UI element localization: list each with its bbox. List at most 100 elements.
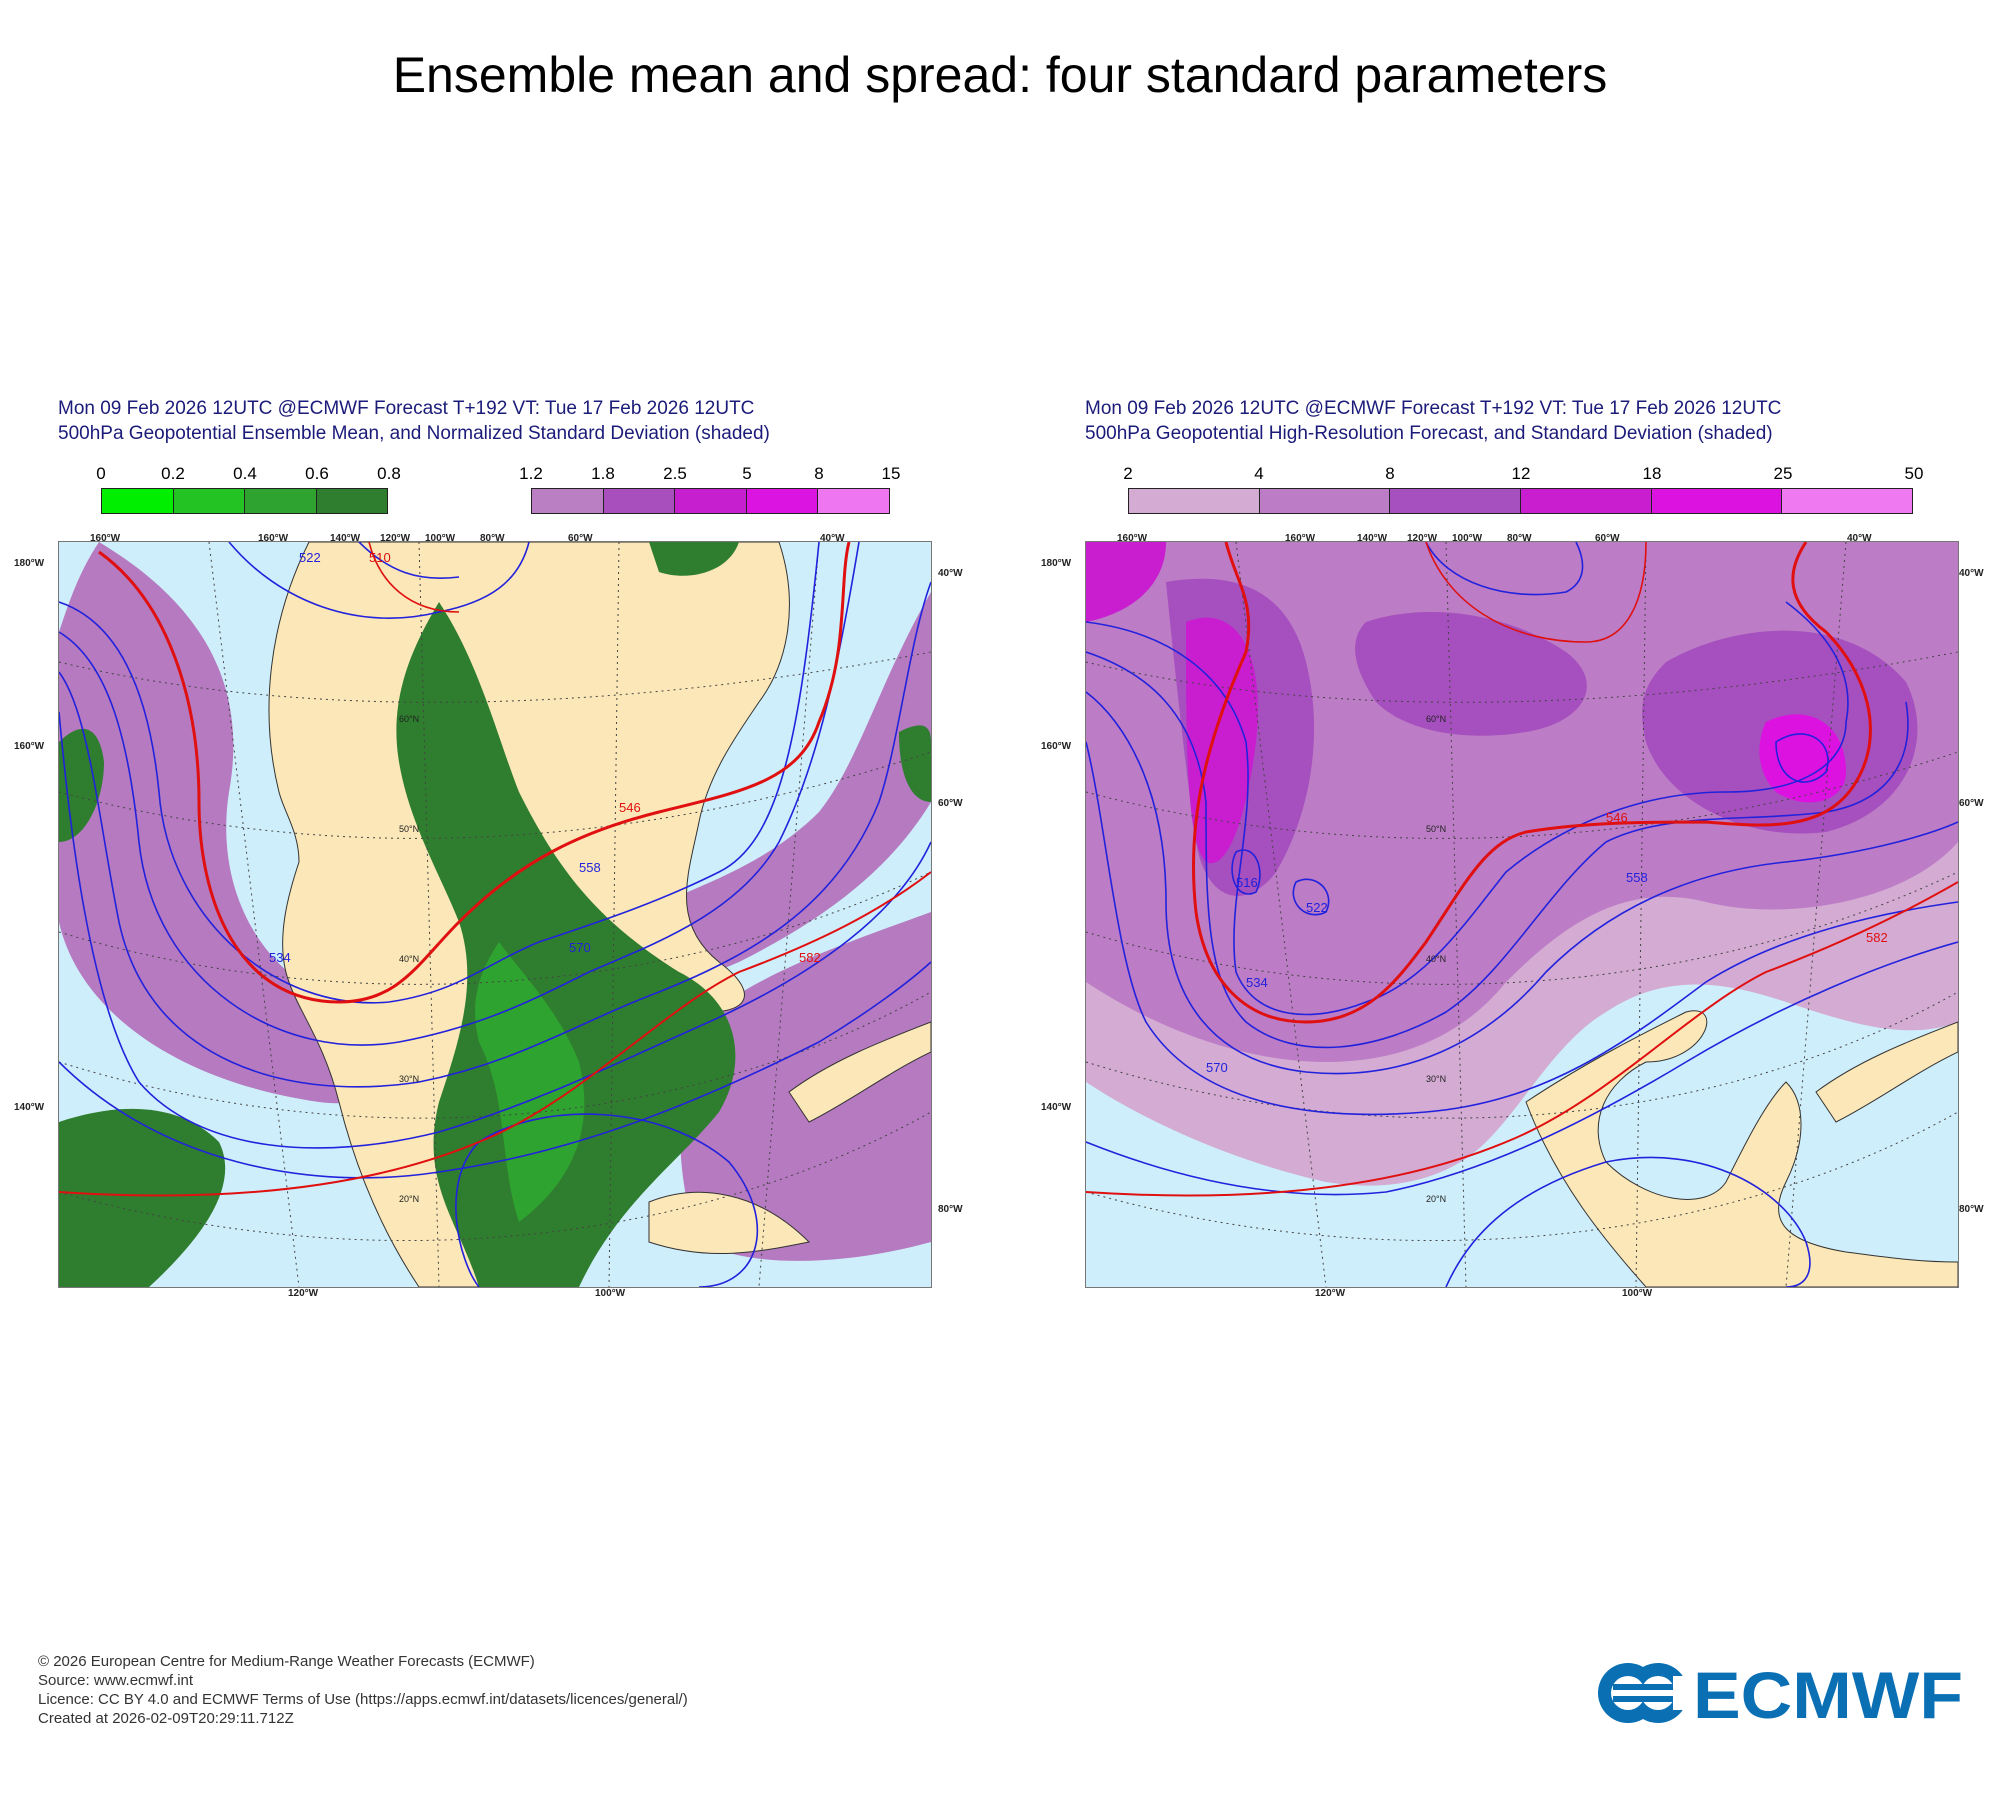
lon-label: 160°W xyxy=(90,533,121,544)
lon-label: 160°W xyxy=(1285,533,1316,544)
legend-swatch xyxy=(102,489,174,513)
contour-line xyxy=(1086,691,1958,1075)
page-title: Ensemble mean and spread: four standard … xyxy=(392,47,1608,103)
lon-label: 120°W xyxy=(380,533,411,544)
meridian-line xyxy=(608,542,620,1287)
meridian-line xyxy=(1785,542,1847,1287)
lon-label: 80°W xyxy=(1507,533,1532,544)
lon-label: 120°W xyxy=(288,1288,319,1299)
meridian-line xyxy=(758,542,820,1287)
lon-label: 40°W xyxy=(1847,533,1872,544)
contour-label: 558 xyxy=(1626,870,1648,885)
latitude-label: 60°N xyxy=(399,714,419,724)
lon-label: 120°W xyxy=(1315,1288,1346,1299)
normalized-sd-purple-legend: 1.2 1.8 2.5 5 8 15 xyxy=(519,464,900,514)
legend-tick: 4 xyxy=(1254,464,1264,483)
latitude-label: 60°N xyxy=(1426,714,1446,724)
spread-shading xyxy=(1355,612,1587,736)
contour-line xyxy=(1445,1156,1811,1287)
contour-line xyxy=(1425,542,1647,643)
contour-label: 522 xyxy=(1306,900,1328,915)
contour-line-582 xyxy=(59,871,931,1197)
land-cuba xyxy=(1815,1021,1958,1123)
legend-tick: 50 xyxy=(1904,464,1924,483)
contour-line xyxy=(1086,601,1849,1016)
latitude-label: 40°N xyxy=(1426,954,1446,964)
legend-swatch xyxy=(532,489,604,513)
legend-tick: 0 xyxy=(96,464,106,483)
latitude-label: 30°N xyxy=(1426,1074,1446,1084)
ensemble-mean-panel: Mon 09 Feb 2026 12UTC @ECMWF Forecast T+… xyxy=(14,396,963,1302)
legend-swatch xyxy=(603,489,676,513)
legend-tick: 15 xyxy=(881,464,901,483)
low-spread-shading xyxy=(59,1108,226,1287)
ecmwf-logo-icon xyxy=(1598,1663,1693,1723)
land-central-america xyxy=(648,1191,811,1254)
lon-label: 160°W xyxy=(258,533,289,544)
latitude-line xyxy=(1086,751,1958,839)
contour-line xyxy=(59,961,931,1179)
contour-line-546 xyxy=(98,542,851,1004)
legend-swatch xyxy=(1521,489,1652,513)
hres-forecast-map: 516 522 534 546 558 570 582 60°N 50°N 40°N 30°N 20°… xyxy=(1085,541,1959,1288)
contour-line xyxy=(1231,849,1261,895)
legend-swatch xyxy=(245,489,317,513)
contour-label: 570 xyxy=(1206,1060,1228,1075)
legend-tick: 8 xyxy=(814,464,824,483)
low-spread-shading xyxy=(899,725,931,802)
contour-line xyxy=(228,542,530,619)
legend-tick: 18 xyxy=(1642,464,1662,483)
land-cuba xyxy=(788,1021,931,1123)
lon-label: 140°W xyxy=(1357,533,1388,544)
meridian-line xyxy=(208,542,300,1287)
lon-label: 80°W xyxy=(480,533,505,544)
contour-label: 546 xyxy=(1606,810,1628,825)
spread-shading xyxy=(1186,617,1258,864)
panel-title-line2: 500hPa Geopotential Ensemble Mean, and N… xyxy=(58,423,770,444)
footer-line: Source: www.ecmwf.int xyxy=(38,1672,194,1689)
lon-label: 100°W xyxy=(425,533,456,544)
legend-swatch xyxy=(173,489,245,513)
contour-line xyxy=(455,1113,759,1287)
lon-label: 80°W xyxy=(938,1204,963,1215)
ecmwf-logo[interactable]: ECMWF xyxy=(1593,1658,1973,1732)
lon-label: 60°W xyxy=(1959,798,1984,809)
contour-line xyxy=(368,542,460,613)
legend-tick: 25 xyxy=(1773,464,1793,483)
panel-title-line1: Mon 09 Feb 2026 12UTC @ECMWF Forecast T+… xyxy=(58,398,755,419)
contour-line xyxy=(358,542,460,580)
lon-label: 140°W xyxy=(1041,1102,1072,1113)
legend-tick: 1.2 xyxy=(519,464,543,483)
lon-label: 80°W xyxy=(1959,1204,1984,1215)
meridian-line xyxy=(1635,542,1647,1287)
latitude-line xyxy=(59,991,931,1119)
contour-line xyxy=(59,581,931,1088)
legend-swatch xyxy=(1390,489,1522,513)
legend-swatch xyxy=(746,489,819,513)
contour-label: 570 xyxy=(569,940,591,955)
land-mexico xyxy=(1525,1010,1958,1287)
contour-line-582 xyxy=(1086,881,1958,1197)
low-spread-shading xyxy=(649,542,739,576)
legend-tick: 0.2 xyxy=(161,464,185,483)
lon-label: 180°W xyxy=(14,558,45,569)
legend-swatch xyxy=(1651,489,1783,513)
lon-label: 180°W xyxy=(1041,558,1072,569)
latitude-label: 20°N xyxy=(1426,1194,1446,1204)
ecmwf-logo-text: ECMWF xyxy=(1693,1658,1963,1728)
lon-label: 120°W xyxy=(1407,533,1438,544)
legend-swatch xyxy=(316,489,387,513)
lon-label: 40°W xyxy=(820,533,845,544)
meridian-line xyxy=(1235,542,1327,1287)
spread-shading xyxy=(1086,542,1166,622)
latitude-line xyxy=(59,651,931,703)
contour-label: 582 xyxy=(799,950,821,965)
contour-line xyxy=(1086,941,1958,1196)
contour-line-546 xyxy=(1191,542,1872,1024)
legend-tick: 5 xyxy=(742,464,752,483)
latitude-label: 20°N xyxy=(399,1194,419,1204)
lon-label: 140°W xyxy=(330,533,361,544)
lon-label: 160°W xyxy=(1117,533,1148,544)
lon-label: 140°W xyxy=(14,1102,45,1113)
legend-tick: 12 xyxy=(1511,464,1531,483)
